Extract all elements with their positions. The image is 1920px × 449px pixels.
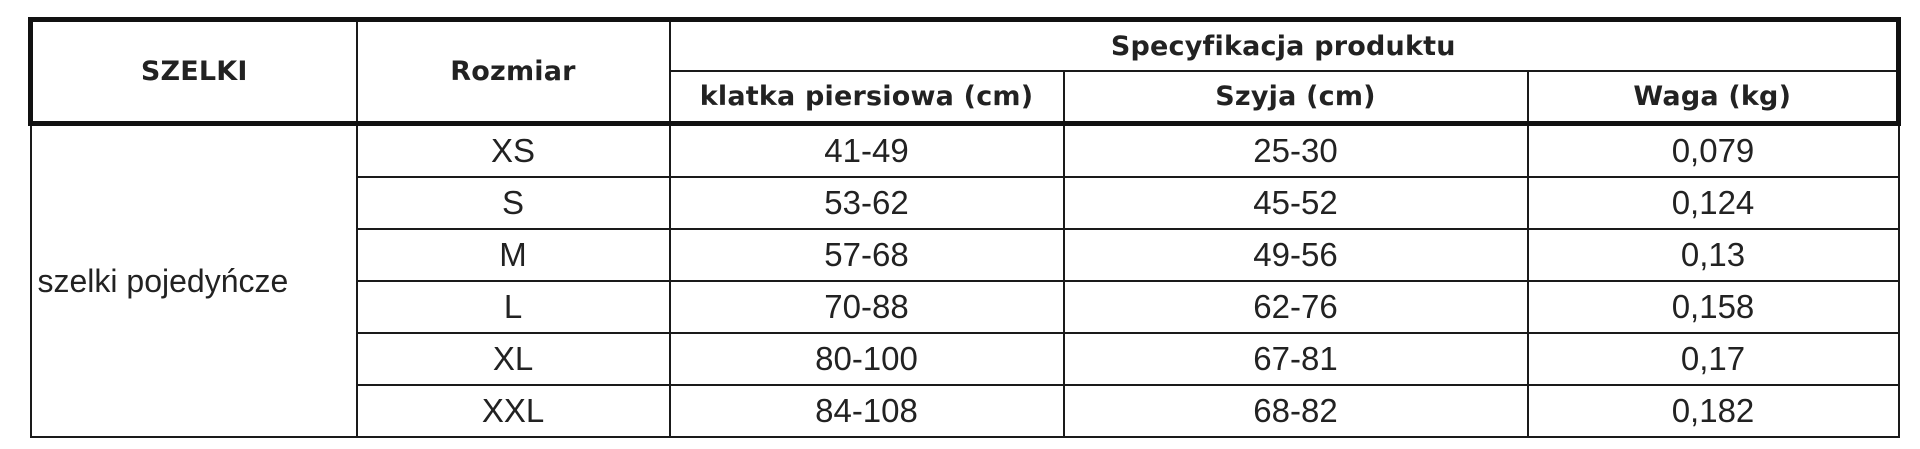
weight-cell: 0,13 bbox=[1526, 228, 1900, 282]
table-row: szelki pojedyńcze XS 41-49 25-30 0,079 bbox=[29, 122, 1900, 438]
table-row: S 53-62 45-52 0,124 bbox=[31, 176, 1900, 230]
weight-cell: 0,124 bbox=[1526, 176, 1900, 230]
size-cell: XS bbox=[355, 122, 671, 178]
chest-cell: 84-108 bbox=[668, 384, 1065, 438]
size-cell: M bbox=[355, 228, 671, 282]
table-row: M 57-68 49-56 0,13 bbox=[31, 228, 1900, 282]
size-cell: XL bbox=[355, 332, 671, 386]
header-chest: klatka piersiowa (cm) bbox=[668, 70, 1065, 126]
size-chart: SZELKI Rozmiar Specyfikacja produktu kla… bbox=[28, 17, 1901, 438]
size-cell: L bbox=[355, 280, 671, 334]
neck-cell: 67-81 bbox=[1062, 332, 1529, 386]
size-table: SZELKI Rozmiar Specyfikacja produktu kla… bbox=[28, 17, 1901, 438]
table-row: XL 80-100 67-81 0,17 bbox=[31, 332, 1900, 386]
chest-cell: 57-68 bbox=[668, 228, 1065, 282]
weight-cell: 0,17 bbox=[1526, 332, 1900, 386]
neck-cell: 45-52 bbox=[1062, 176, 1529, 230]
weight-cell: 0,079 bbox=[1526, 122, 1900, 178]
size-cell: S bbox=[355, 176, 671, 230]
header-spec-group: Specyfikacja produktu bbox=[668, 17, 1901, 72]
header-row-top: SZELKI Rozmiar Specyfikacja produktu bbox=[28, 17, 1901, 126]
neck-cell: 62-76 bbox=[1062, 280, 1529, 334]
size-cell: XXL bbox=[355, 384, 671, 438]
product-group-label: szelki pojedyńcze bbox=[29, 122, 358, 438]
chest-cell: 70-88 bbox=[668, 280, 1065, 334]
header-product: SZELKI bbox=[28, 17, 358, 126]
header-neck: Szyja (cm) bbox=[1062, 70, 1529, 126]
header-row-sub: klatka piersiowa (cm) Szyja (cm) Waga (k… bbox=[31, 70, 1901, 126]
neck-cell: 68-82 bbox=[1062, 384, 1529, 438]
weight-cell: 0,182 bbox=[1526, 384, 1900, 438]
header-size: Rozmiar bbox=[355, 17, 671, 126]
chest-cell: 41-49 bbox=[668, 122, 1065, 178]
neck-cell: 25-30 bbox=[1062, 122, 1529, 178]
table-row: XXL 84-108 68-82 0,182 bbox=[31, 384, 1900, 438]
chest-cell: 53-62 bbox=[668, 176, 1065, 230]
table-row: L 70-88 62-76 0,158 bbox=[31, 280, 1900, 334]
neck-cell: 49-56 bbox=[1062, 228, 1529, 282]
chest-cell: 80-100 bbox=[668, 332, 1065, 386]
weight-cell: 0,158 bbox=[1526, 280, 1900, 334]
header-weight: Waga (kg) bbox=[1526, 70, 1901, 126]
